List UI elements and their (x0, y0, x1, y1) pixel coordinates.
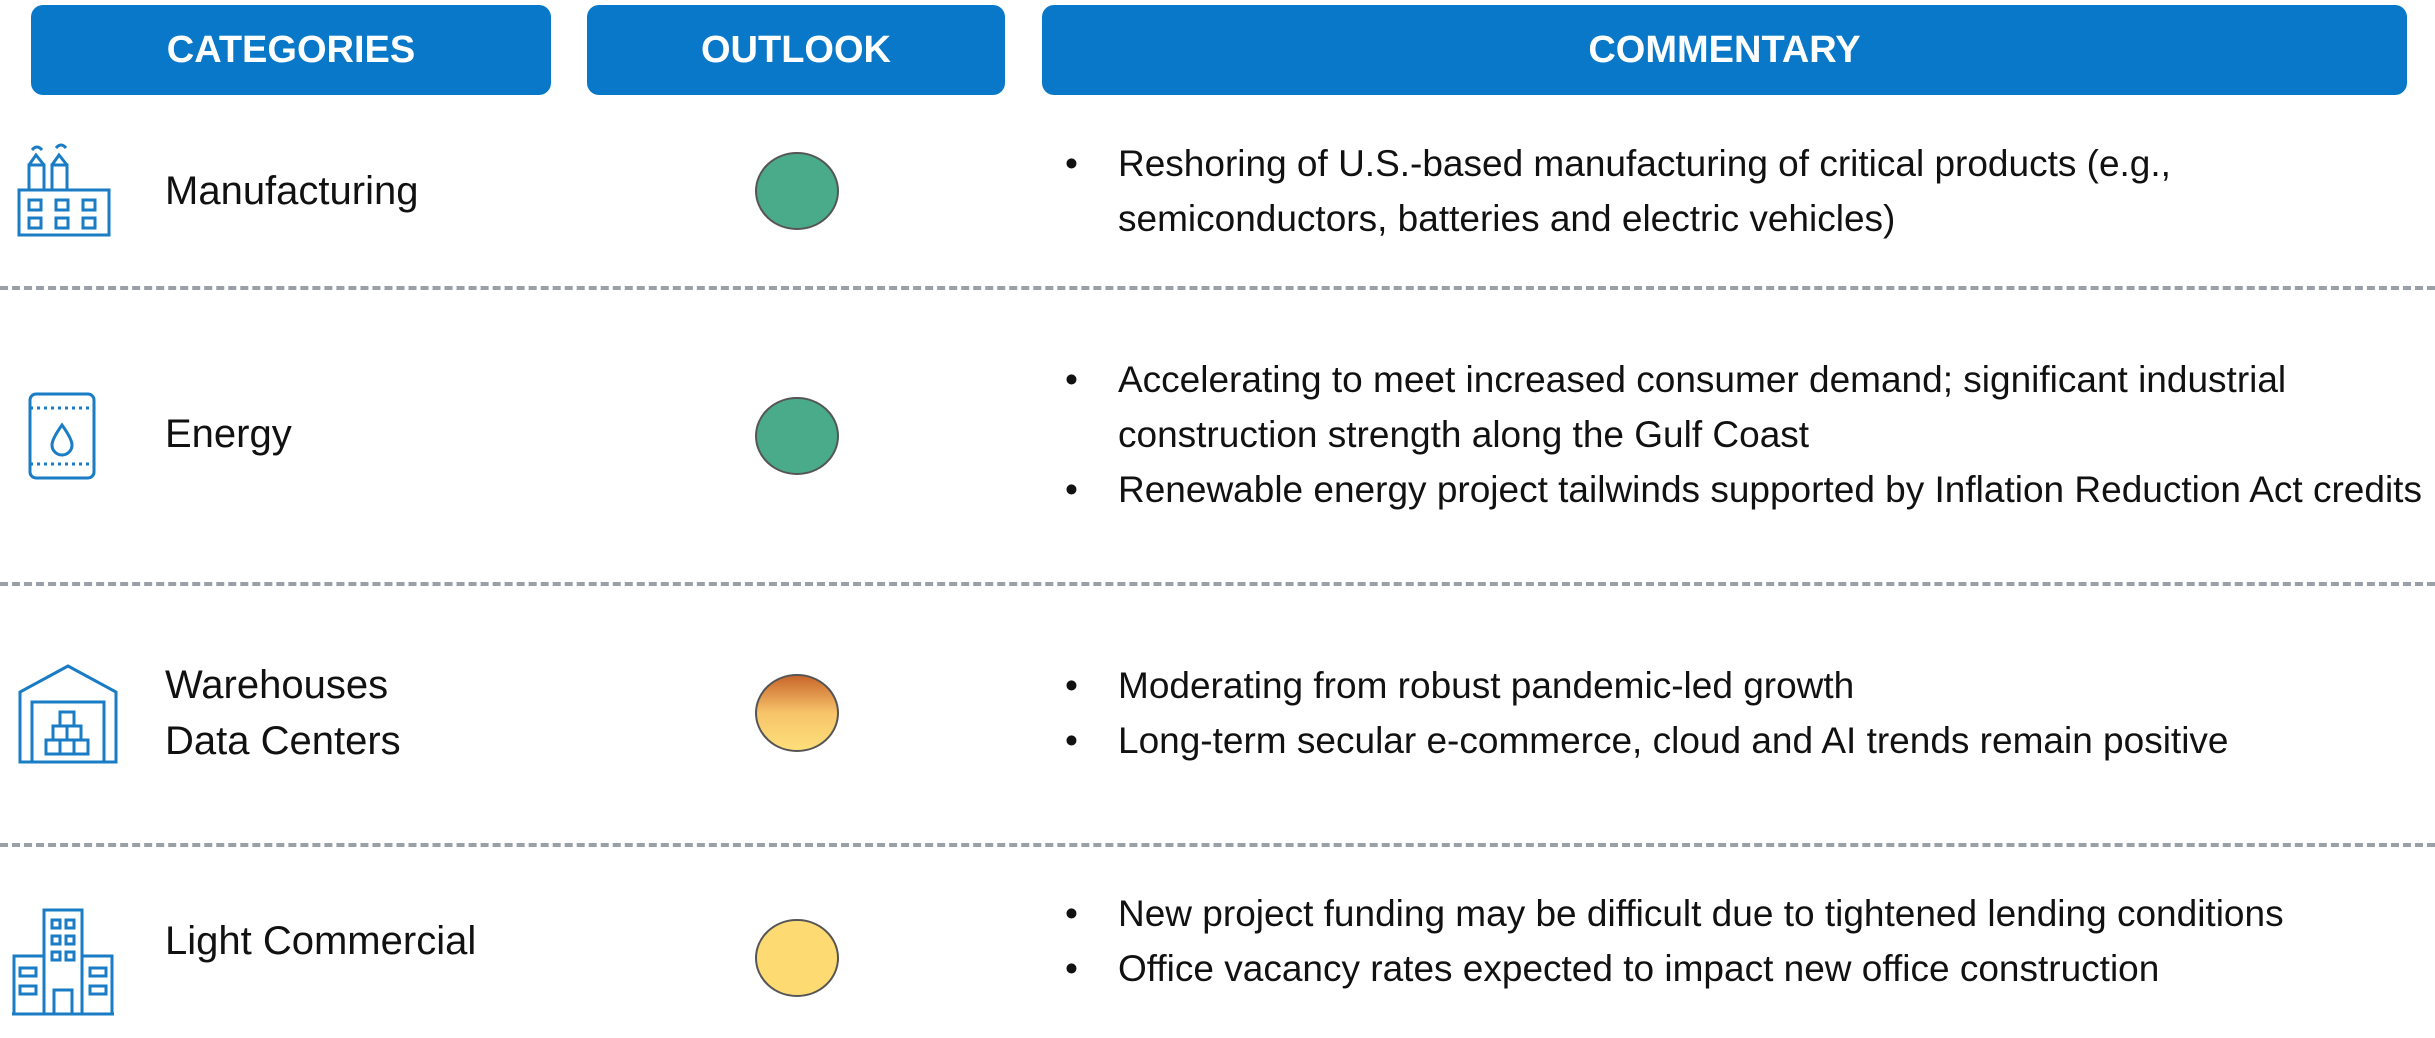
bullet-item: • Reshoring of U.S.-based manufacturing o… (1065, 136, 2425, 246)
bullet-item: • Accelerating to meet increased consumer… (1065, 352, 2425, 462)
row: Energy • Accelerating to meet increased co… (0, 286, 2435, 582)
category-label: Manufacturing (165, 168, 419, 213)
bullet: • (1065, 947, 1078, 989)
bullet: • (1065, 468, 1078, 510)
category-label: Warehouses Data Centers (165, 662, 401, 763)
bullet: • (1065, 142, 1078, 184)
row: Light Commercial • New project funding may… (0, 843, 2435, 1038)
commentary: • New project funding may be difficult du… (1065, 843, 2425, 1038)
bullet-item: • Long-term secular e-commerce, cloud and… (1065, 713, 2425, 768)
bullet-text: New project funding may be difficult due… (1118, 892, 2284, 934)
row: Warehouses Data Centers • Moderating from … (0, 582, 2435, 843)
row: Manufacturing • Reshoring of U.S.-based ma… (0, 95, 2435, 286)
warehouse-icon (18, 664, 118, 764)
bullet-text: Reshoring of U.S.-based manufacturing of… (1118, 142, 2171, 239)
category-label: Energy (165, 412, 292, 456)
commentary: • Reshoring of U.S.-based manufacturing o… (1065, 95, 2425, 286)
bullet: • (1065, 358, 1078, 400)
bullet-item: • Renewable energy project tailwinds supp… (1065, 462, 2425, 517)
barrel-icon (28, 392, 96, 480)
bullet: • (1065, 664, 1078, 706)
header-commentary: COMMENTARY (1042, 5, 2407, 95)
bullet-item: • Office vacancy rates expected to impact… (1065, 941, 2425, 996)
bullet-item: • Moderating from robust pandemic-led gro… (1065, 658, 2425, 713)
factory-icon (17, 143, 111, 237)
bullet-item: • New project funding may be difficult du… (1065, 886, 2425, 941)
bullet-text: Renewable energy project tailwinds suppo… (1118, 468, 2422, 510)
commentary: • Moderating from robust pandemic-led gro… (1065, 582, 2425, 843)
category-label: Light Commercial (165, 918, 477, 963)
commentary: • Accelerating to meet increased consumer… (1065, 286, 2425, 582)
bullet-text: Office vacancy rates expected to impact … (1118, 947, 2160, 989)
separator (0, 843, 2435, 847)
building-icon (12, 908, 114, 1016)
bullet-text: Moderating from robust pandemic-led grow… (1118, 664, 1855, 706)
separator (0, 582, 2435, 586)
bullet-text: Accelerating to meet increased consumer … (1118, 358, 2287, 455)
bullet: • (1065, 892, 1078, 934)
bullet: • (1065, 719, 1078, 761)
separator (0, 286, 2435, 290)
header-categories: CATEGORIES (31, 5, 551, 95)
header-outlook: OUTLOOK (587, 5, 1005, 95)
bullet-text: Long-term secular e-commerce, cloud and … (1118, 719, 2229, 761)
